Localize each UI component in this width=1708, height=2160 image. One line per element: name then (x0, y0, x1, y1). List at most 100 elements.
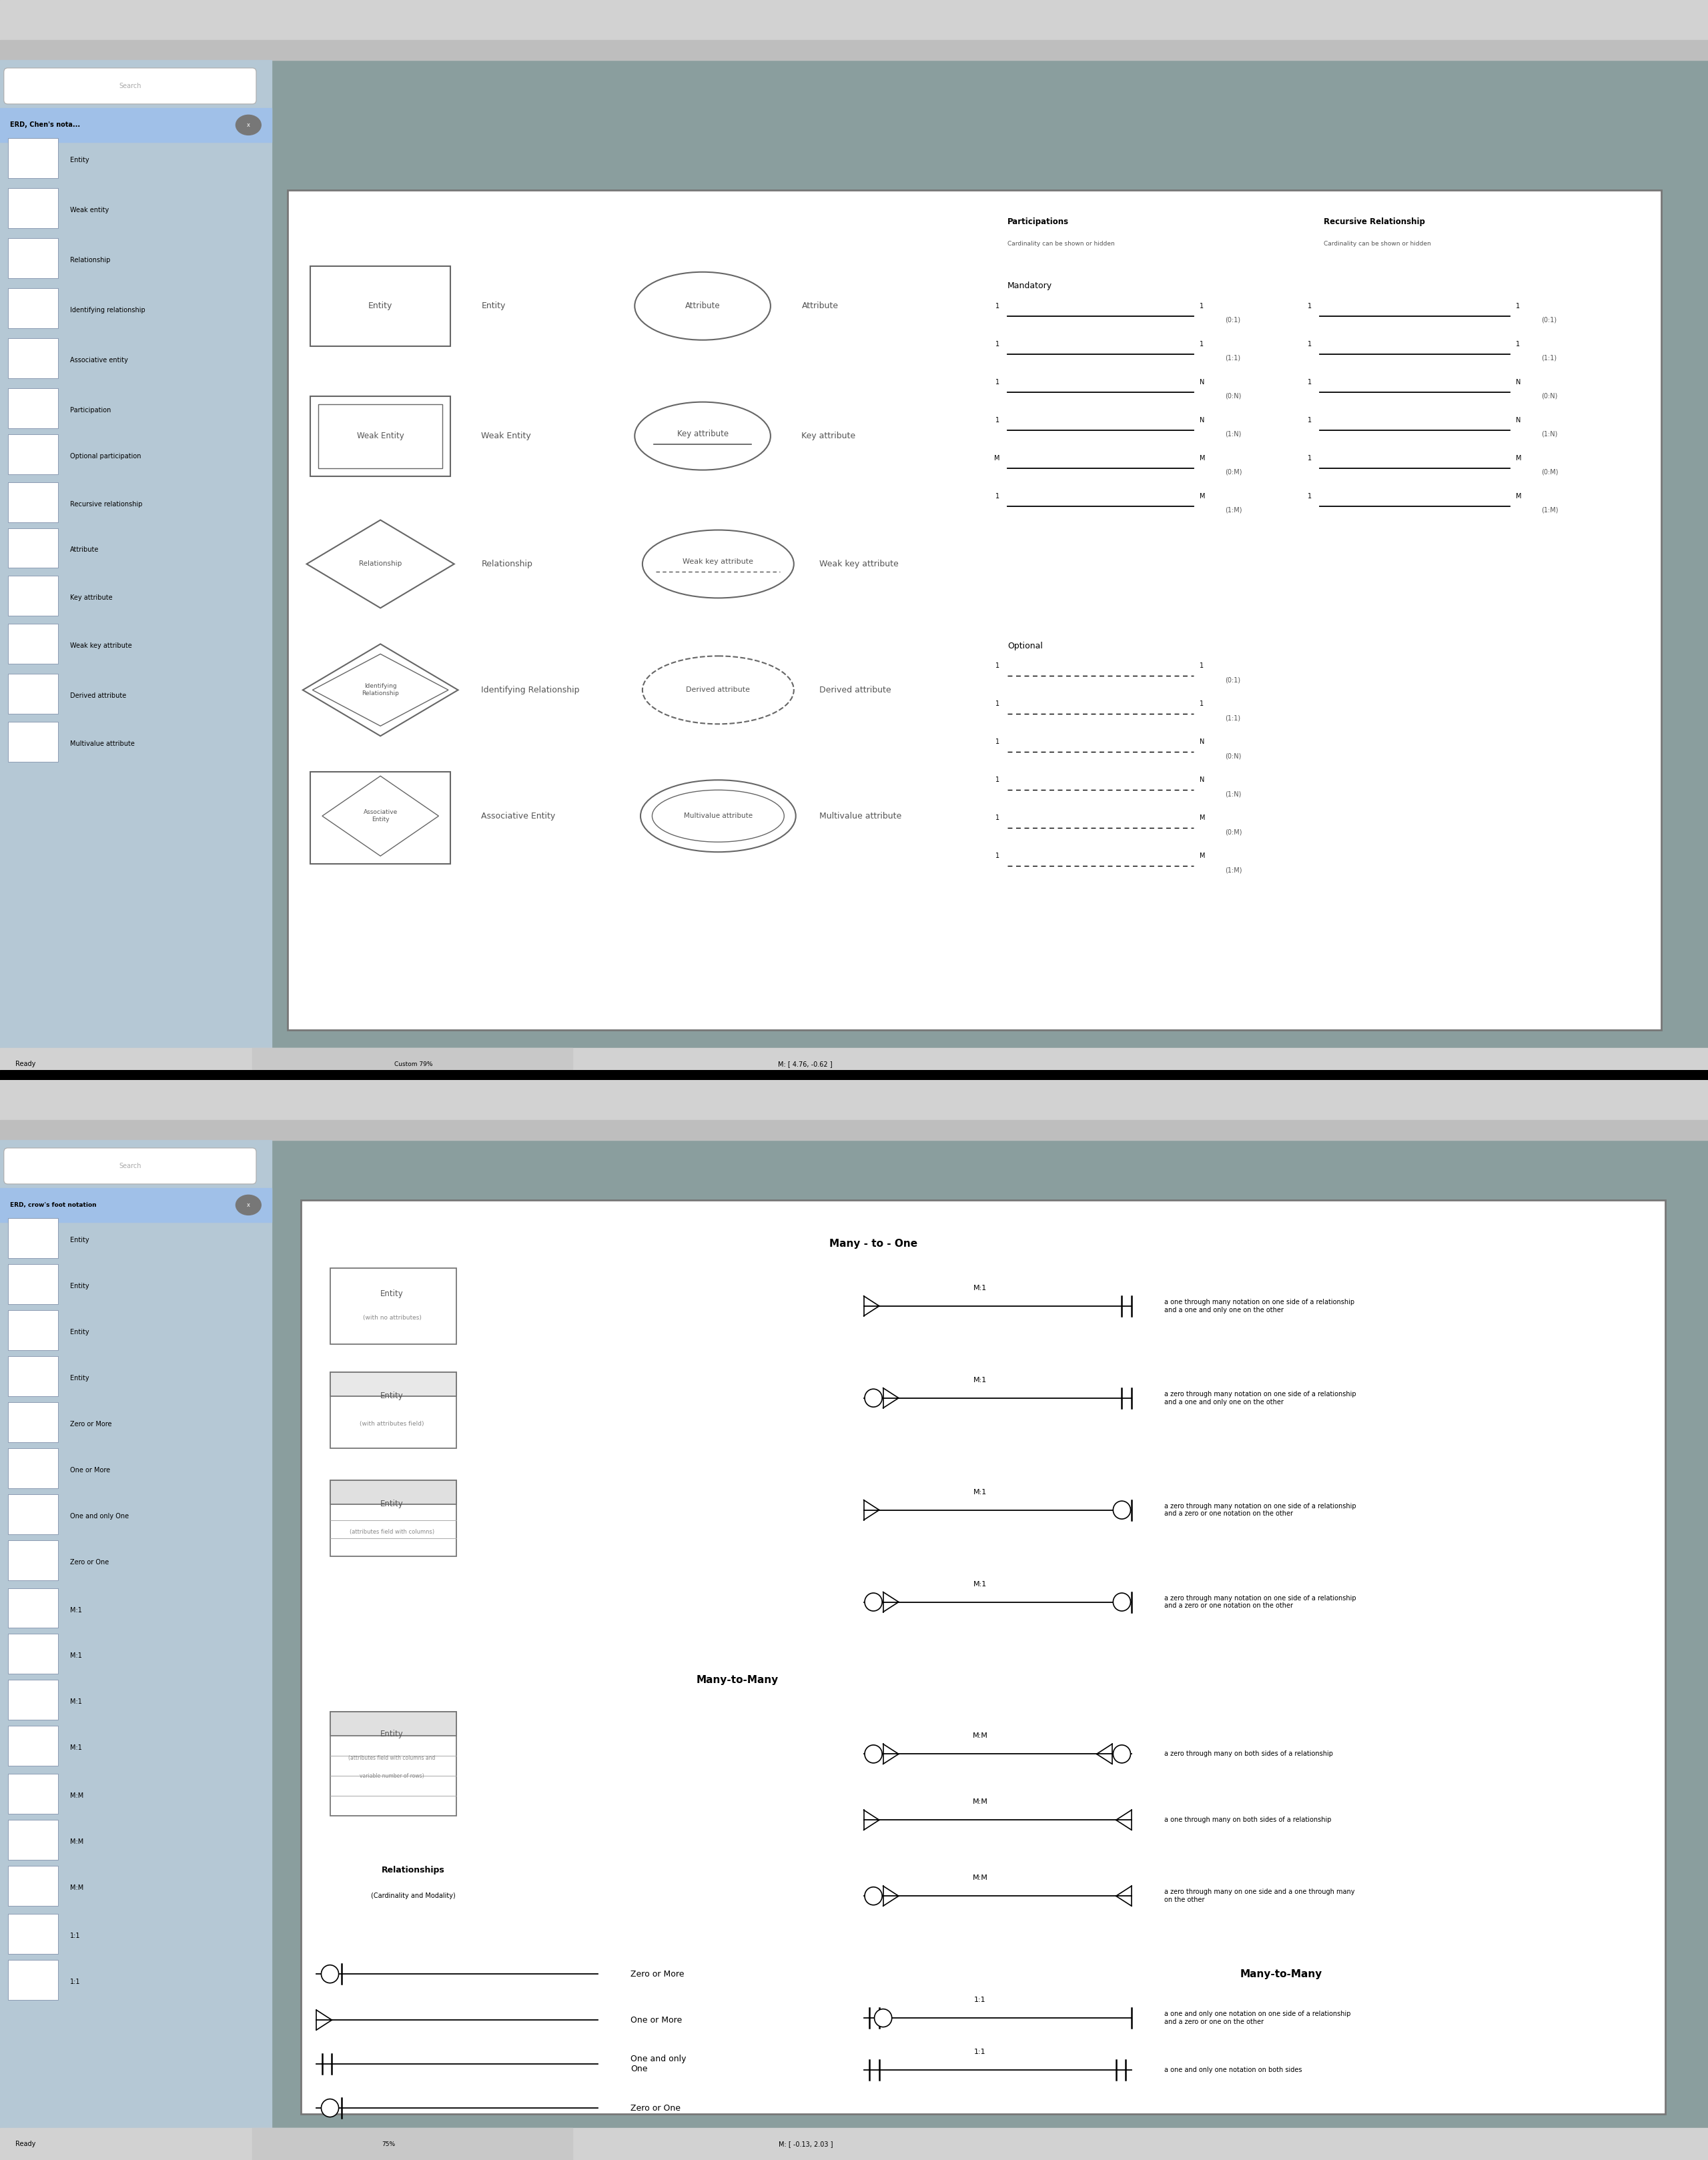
Text: 1: 1 (1308, 378, 1312, 384)
Text: (attributes field with columns and: (attributes field with columns and (348, 1754, 436, 1760)
Text: Identifying
Relationship: Identifying Relationship (362, 683, 400, 698)
Bar (9, 1402, 58, 1443)
Text: Attribute: Attribute (70, 546, 99, 553)
Ellipse shape (236, 1194, 261, 1214)
Text: 1: 1 (996, 663, 999, 670)
Text: Weak Entity: Weak Entity (357, 432, 405, 441)
Text: Participations: Participations (1008, 218, 1069, 227)
Bar (330, 1372, 456, 1447)
Polygon shape (313, 654, 447, 726)
Text: Multivalue attribute: Multivalue attribute (70, 741, 135, 747)
Text: 1: 1 (1308, 492, 1312, 499)
Text: N: N (1199, 778, 1204, 784)
Text: M:M: M:M (972, 1875, 987, 1881)
Text: Multivalue attribute: Multivalue attribute (683, 812, 753, 819)
Text: 1: 1 (1517, 341, 1520, 348)
Bar (9, 1726, 58, 1767)
Text: a zero through many notation on one side of a relationship
and a zero or one not: a zero through many notation on one side… (1165, 1503, 1356, 1516)
Bar (0, 1188, 272, 1223)
Text: Weak key attribute: Weak key attribute (820, 559, 898, 568)
Bar (0, 1140, 272, 2160)
FancyBboxPatch shape (3, 67, 256, 104)
Text: One or More: One or More (630, 2015, 681, 2024)
Bar (9, 1447, 58, 1488)
Bar (0, 41, 1708, 60)
Text: a zero through many on both sides of a relationship: a zero through many on both sides of a r… (1165, 1750, 1334, 1758)
Text: (Cardinality and Modality): (Cardinality and Modality) (371, 1892, 456, 1899)
Text: M:1: M:1 (974, 1376, 987, 1382)
Bar (330, 1480, 456, 1555)
Text: a zero through many on one side and a one through many
on the other: a zero through many on one side and a on… (1165, 1888, 1354, 1903)
Text: Associative
Entity: Associative Entity (364, 810, 398, 823)
Bar (9, 624, 58, 663)
Bar (9, 138, 58, 177)
Text: 1: 1 (996, 739, 999, 745)
Text: Identifying Relationship: Identifying Relationship (482, 685, 579, 693)
Text: Zero or More: Zero or More (630, 1970, 685, 1979)
Text: Recursive Relationship: Recursive Relationship (1324, 218, 1424, 227)
Text: 1: 1 (996, 814, 999, 821)
Text: Multivalue attribute: Multivalue attribute (820, 812, 902, 821)
Text: Zero or More: Zero or More (70, 1421, 111, 1428)
Text: Associative entity: Associative entity (70, 356, 128, 363)
Text: 1:1: 1:1 (70, 1933, 80, 1940)
Text: M:1: M:1 (70, 1698, 82, 1706)
Bar (330, 1372, 456, 1395)
Text: Many-to-Many: Many-to-Many (697, 1674, 779, 1685)
Text: N: N (1517, 378, 1520, 384)
Text: (0:1): (0:1) (1225, 318, 1240, 324)
Text: M: M (1199, 814, 1206, 821)
Text: Derived attribute: Derived attribute (70, 693, 126, 700)
Text: (1:M): (1:M) (1541, 508, 1558, 514)
Bar (9, 721, 58, 762)
Bar (9, 1959, 58, 2000)
Bar (9, 1495, 58, 1534)
Bar (0, 2128, 1708, 2160)
Text: Entity: Entity (70, 1328, 89, 1335)
Text: N: N (1199, 739, 1204, 745)
Text: 1: 1 (1308, 341, 1312, 348)
Text: M:1: M:1 (974, 1285, 987, 1292)
Text: One and only
One: One and only One (630, 2054, 687, 2074)
Text: (0:1): (0:1) (1541, 318, 1556, 324)
Text: Relationship: Relationship (482, 559, 533, 568)
Text: Entity: Entity (70, 1283, 89, 1290)
Bar (9, 1633, 58, 1674)
Ellipse shape (236, 114, 261, 134)
Text: M:1: M:1 (974, 1488, 987, 1495)
Text: Cardinality can be shown or hidden: Cardinality can be shown or hidden (1008, 242, 1115, 246)
Bar (9, 1914, 58, 1955)
Text: Many - to - One: Many - to - One (830, 1240, 917, 1248)
Bar (9, 1680, 58, 1719)
Text: Attribute: Attribute (685, 302, 721, 311)
Bar (311, 266, 451, 346)
Text: Identifying relationship: Identifying relationship (70, 307, 145, 313)
Text: M: M (994, 454, 999, 462)
Bar (330, 1713, 456, 1817)
Ellipse shape (642, 529, 794, 598)
Text: Participation: Participation (70, 406, 111, 413)
Text: M: M (1199, 853, 1206, 860)
Text: 1:1: 1:1 (70, 1979, 80, 1985)
Text: (0:M): (0:M) (1541, 469, 1558, 475)
FancyBboxPatch shape (3, 1147, 256, 1184)
Text: (0:N): (0:N) (1225, 393, 1242, 400)
Text: N: N (1199, 417, 1204, 423)
Text: (1:M): (1:M) (1225, 866, 1242, 873)
Bar (9, 1773, 58, 1814)
Bar (0, 1121, 1708, 1140)
Circle shape (864, 1745, 881, 1763)
Text: (0:N): (0:N) (1225, 752, 1242, 760)
Text: Optional participation: Optional participation (70, 454, 142, 460)
Text: Entity: Entity (381, 1730, 403, 1739)
Text: (0:1): (0:1) (1225, 676, 1240, 683)
Bar (9, 1588, 58, 1629)
Text: Attribute: Attribute (801, 302, 839, 311)
Bar (9, 527, 58, 568)
Circle shape (864, 1594, 881, 1611)
Text: 1: 1 (996, 853, 999, 860)
Text: (0:M): (0:M) (1225, 469, 1242, 475)
Text: Entity: Entity (381, 1391, 403, 1400)
Text: a zero through many notation on one side of a relationship
and a zero or one not: a zero through many notation on one side… (1165, 1594, 1356, 1609)
Bar (311, 771, 451, 864)
